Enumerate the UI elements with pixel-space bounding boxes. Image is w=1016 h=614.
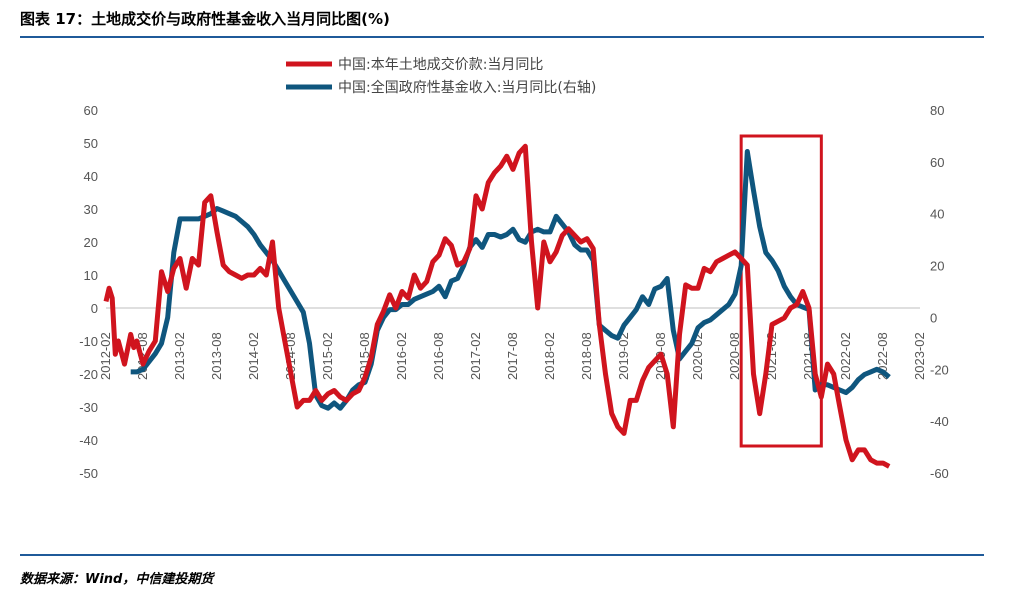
- left-tick-label: 20: [84, 235, 98, 250]
- left-tick-label: 50: [84, 136, 98, 151]
- left-tick-label: 0: [91, 301, 98, 316]
- left-tick-label: -20: [79, 367, 98, 382]
- x-tick-label: 2020-08: [727, 332, 742, 380]
- left-tick-label: -40: [79, 433, 98, 448]
- right-tick-label: -60: [930, 466, 949, 481]
- right-tick-label: 0: [930, 310, 937, 325]
- x-tick-label: 2014-02: [246, 332, 261, 380]
- legend-label-blue: 中国:全国政府性基金收入:当月同比(右轴): [338, 79, 596, 96]
- right-tick-label: 80: [930, 103, 944, 118]
- x-axis: 2012-02 2012-08 2013-02 2013-08 2014-02 2014-…: [98, 332, 927, 380]
- right-axis: -60 -40 -20 0 20 40 60 80: [930, 103, 949, 481]
- x-tick-label: 2022-02: [838, 332, 853, 380]
- series-line-fund-revenue: [130, 149, 891, 411]
- x-tick-label: 2013-08: [209, 332, 224, 380]
- right-tick-label: 40: [930, 207, 944, 222]
- x-tick-label: 2016-02: [394, 332, 409, 380]
- x-tick-label: 2016-08: [431, 332, 446, 380]
- left-tick-label: 30: [84, 202, 98, 217]
- x-tick-label: 2017-02: [468, 332, 483, 380]
- x-tick-label: 2017-08: [505, 332, 520, 380]
- x-tick-label: 2012-02: [98, 332, 113, 380]
- x-tick-label: 2018-02: [542, 332, 557, 380]
- x-tick-label: 2015-02: [320, 332, 335, 380]
- legend: 中国:本年土地成交价款:当月同比 中国:全国政府性基金收入:当月同比(右轴): [286, 56, 596, 96]
- x-tick-label: 2013-02: [172, 332, 187, 380]
- left-tick-label: -10: [79, 334, 98, 349]
- chart: 中国:本年土地成交价款:当月同比 中国:全国政府性基金收入:当月同比(右轴) -…: [79, 56, 949, 481]
- right-tick-label: 60: [930, 155, 944, 170]
- left-tick-label: -50: [79, 466, 98, 481]
- x-tick-label: 2018-08: [579, 332, 594, 380]
- left-axis: -50 -40 -30 -20 -10 0 10 20 30 40 50 60: [79, 103, 98, 481]
- bottom-rule: [20, 554, 984, 556]
- left-tick-label: 40: [84, 169, 98, 184]
- series-line-land-price: [103, 143, 891, 469]
- source-note: 数据来源：Wind，中信建投期货: [20, 572, 214, 587]
- left-tick-label: 60: [84, 103, 98, 118]
- figure-title: 图表 17：土地成交价与政府性基金收入当月同比图(%): [20, 10, 390, 28]
- right-tick-label: 20: [930, 259, 944, 274]
- top-rule: [20, 36, 984, 38]
- legend-label-red: 中国:本年土地成交价款:当月同比: [338, 56, 543, 73]
- right-tick-label: -40: [930, 414, 949, 429]
- left-tick-label: -30: [79, 400, 98, 415]
- x-tick-label: 2023-02: [912, 332, 927, 380]
- x-tick-label: 2019-02: [616, 332, 631, 380]
- highlight-box: [739, 134, 823, 448]
- right-tick-label: -20: [930, 362, 949, 377]
- left-tick-label: 10: [84, 268, 98, 283]
